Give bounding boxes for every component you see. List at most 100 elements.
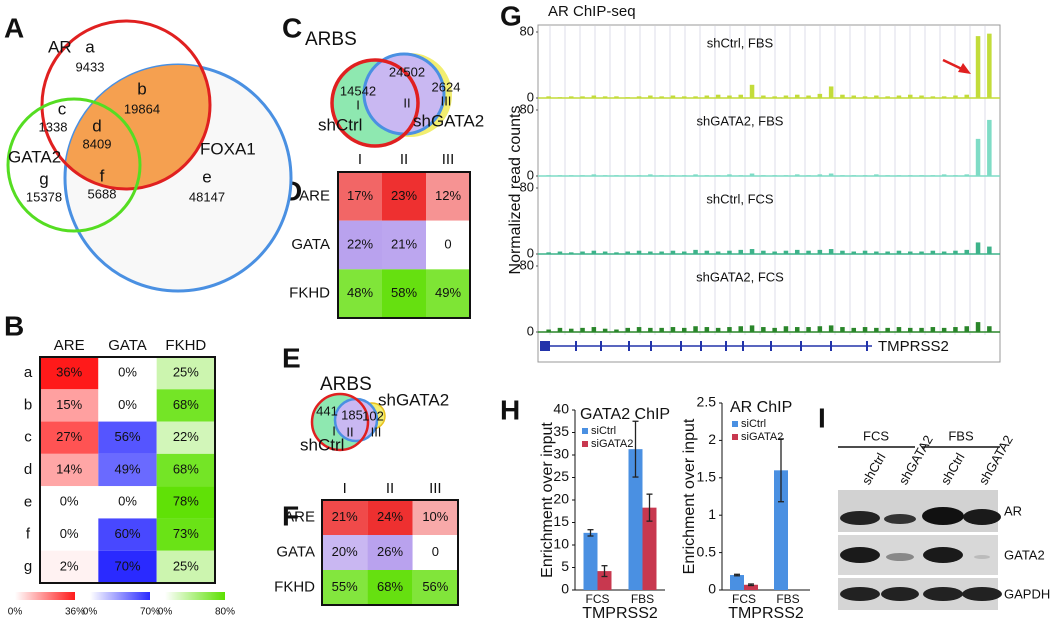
column-header: GATA: [108, 337, 147, 354]
venn-overlap: [65, 65, 210, 189]
panel-letter: H: [500, 394, 520, 425]
signal-bar: [794, 174, 800, 176]
error-bar: [778, 438, 784, 503]
row-label: g: [24, 558, 32, 575]
legend-swatch: [582, 428, 588, 434]
region-letter: g: [39, 169, 48, 188]
region-count: 1338: [39, 119, 68, 134]
y-tick-label: 2.5: [697, 394, 717, 410]
signal-bar: [862, 96, 868, 98]
signal-bar: [693, 96, 698, 98]
cell-label: 23%: [391, 188, 417, 203]
band: [886, 553, 914, 561]
y-tick-label: 0.5: [697, 543, 717, 559]
signal-bar: [953, 327, 958, 332]
bar: [730, 575, 744, 590]
signal-bar: [907, 94, 913, 98]
signal-bar: [568, 252, 574, 254]
cell-label: 49%: [114, 461, 140, 476]
signal-bar: [772, 327, 777, 332]
cell-label: 56%: [422, 579, 448, 594]
signal-bar: [693, 326, 698, 332]
set-label: shGATA2: [378, 390, 449, 409]
signal-bar: [715, 94, 721, 98]
signal-bar: [817, 174, 823, 176]
region-label: III: [441, 93, 452, 108]
signal-bar: [840, 94, 845, 98]
region-count: 19864: [124, 101, 160, 116]
y-tick-label: 0: [561, 581, 569, 597]
gene-exon: [700, 341, 702, 351]
cell-label: 68%: [377, 579, 403, 594]
cell-label: 25%: [173, 558, 199, 573]
heatmap-border: [321, 499, 459, 606]
lane-label: shCtrl: [859, 450, 889, 487]
chart-title: AR ChIP-seq: [548, 3, 636, 20]
band: [840, 587, 880, 601]
signal-bar: [874, 251, 879, 254]
colorbar-tick-label: 0%: [8, 607, 23, 618]
signal-bar: [874, 95, 879, 98]
heatmap-cell: [156, 486, 215, 519]
signal-bar: [817, 326, 823, 332]
colorbar-tick-label: 70%: [140, 607, 160, 618]
venn-e: ARBS 441 I 185 II 102 III shCtrl shGATA2: [300, 374, 449, 454]
cell-label: 26%: [377, 544, 403, 559]
gene-exon: [770, 341, 772, 351]
signal-bar: [806, 327, 811, 332]
legend-swatch: [582, 441, 588, 447]
signal-bar: [715, 251, 721, 254]
y-tick-label: 80: [520, 257, 534, 272]
signal-bar: [975, 322, 981, 332]
signal-bar: [636, 96, 642, 98]
signal-bar: [580, 327, 585, 332]
column-header: FKHD: [165, 337, 206, 354]
colorbar-tick-label: 0%: [83, 607, 98, 618]
row-label: b: [24, 396, 32, 413]
region-label: I: [332, 423, 336, 438]
condition-label: FCS: [863, 428, 889, 443]
signal-bar: [659, 96, 664, 98]
track-label: shGATA2, FCS: [696, 269, 784, 284]
band: [922, 507, 964, 525]
column-header: I: [358, 151, 362, 168]
cell-label: 22%: [173, 429, 199, 444]
column-header: II: [386, 480, 394, 497]
signal-bar: [749, 249, 755, 254]
bar: [597, 571, 612, 590]
cell-label: 17%: [347, 188, 373, 203]
protein-label: GAPDH: [1004, 586, 1050, 601]
y-tick-label: 35: [553, 423, 569, 439]
signal-bar: [817, 249, 823, 254]
lane-label: shGATA2: [896, 433, 936, 488]
region-letter: f: [100, 166, 105, 185]
heatmap-cell: [322, 535, 368, 570]
signal-bar: [704, 95, 710, 98]
signal-bar: [941, 327, 947, 332]
panel-letter: E: [282, 342, 301, 373]
x-axis-label: TMPRSS2: [582, 605, 658, 622]
error-bar: [748, 583, 754, 587]
signal-bar: [557, 327, 563, 332]
signal-bar: [591, 174, 597, 176]
band: [840, 547, 880, 563]
x-tick-label: FBS: [631, 592, 654, 606]
cell-label: 21%: [391, 236, 417, 251]
signal-bar: [919, 95, 924, 98]
signal-bar: [885, 96, 890, 98]
signal-bar: [828, 173, 834, 176]
signal-bar: [975, 242, 981, 254]
venn-circle: [310, 392, 370, 452]
heatmap-cell: [40, 357, 99, 390]
signal-bar: [840, 327, 845, 332]
cell-label: 21%: [332, 509, 358, 524]
heatmap-border: [337, 171, 471, 319]
colorbar-tick-label: 80%: [215, 607, 235, 618]
cell-label: 48%: [347, 285, 373, 300]
cell-label: 49%: [435, 285, 461, 300]
legend-label: siCtrl: [741, 418, 766, 430]
heatmap-cell: [382, 269, 426, 318]
region-count: 15378: [26, 189, 62, 204]
